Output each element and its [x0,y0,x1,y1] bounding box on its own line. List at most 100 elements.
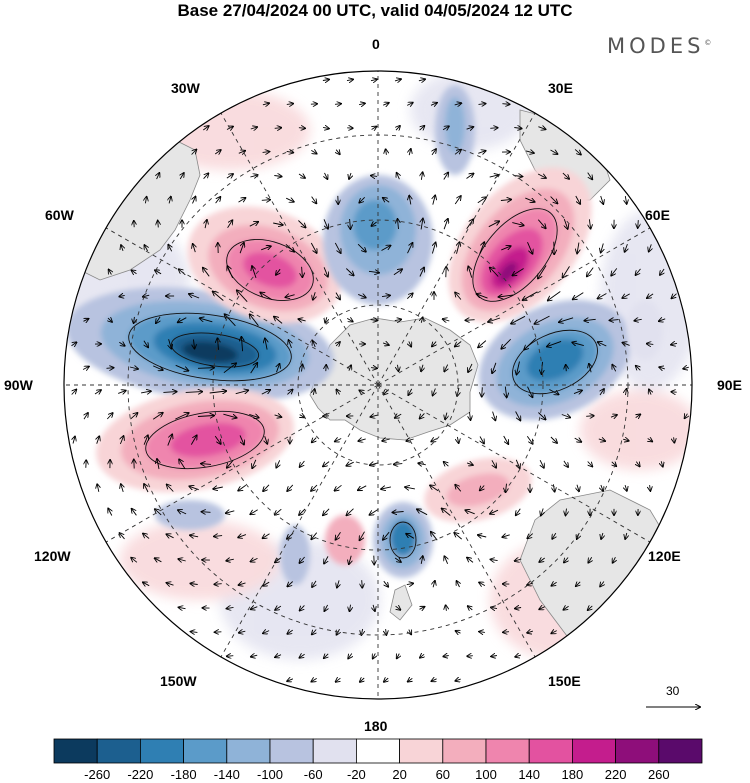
colorbar-swatch [269,738,314,764]
wind-arrow [610,320,619,321]
wind-arrow [636,414,641,417]
wind-arrow [310,242,316,253]
wind-arrow [499,295,514,297]
wind-arrow [552,532,556,539]
wind-arrow [287,532,294,539]
wind-arrow [262,103,269,105]
wind-arrow [623,439,629,441]
wind-arrow [600,389,604,396]
wind-arrow [335,484,342,490]
wind-arrow [397,173,400,180]
wind-arrow [431,679,437,681]
wind-arrow [598,342,607,347]
wind-arrow [466,127,474,129]
wind-arrow [573,390,582,393]
wind-arrow [505,386,506,398]
wind-arrow [260,293,272,300]
wind-arrow [523,291,538,300]
wind-arrow [323,127,329,128]
wind-arrow [489,175,499,177]
wind-arrow [239,243,244,254]
wind-arrow [490,128,497,129]
wind-arrow [324,654,328,658]
brand-logo: MODES© [607,34,711,58]
wind-arrow [577,484,579,492]
wind-arrow [71,342,77,345]
wind-arrow [157,459,159,470]
wind-arrow [525,197,534,202]
wind-arrow [144,340,148,348]
wind-arrow [302,365,303,372]
wind-arrow [197,368,214,369]
wind-arrow [466,463,473,465]
wind-arrow [647,344,654,345]
wind-arrow [442,509,451,516]
wind-arrow [468,266,471,278]
colorbar-swatch [399,738,444,764]
wind-arrow [553,484,554,491]
wind-arrow [155,509,162,516]
wind-arrow [286,151,294,152]
wind-arrow [574,149,581,154]
colorbar-tick-label: 60 [435,767,451,782]
wind-arrow [622,293,630,298]
wind-arrow [336,342,340,346]
wind-arrow [359,196,366,202]
wind-arrow [312,629,316,635]
wind-arrow [335,439,342,442]
wind-arrow [157,173,160,180]
wind-arrow [455,679,461,681]
wind-arrow [527,631,534,633]
wind-arrow [432,243,435,254]
wind-arrow [263,484,270,491]
wind-arrow [143,435,148,445]
wind-arrow [383,103,389,105]
wind-arrow [480,485,484,491]
wind-arrow [250,314,259,326]
wind-arrow [201,464,212,465]
wind-arrow [443,219,448,230]
wind-arrow [384,678,388,682]
wind-arrow [455,293,462,300]
wind-arrow [370,320,378,321]
wind-arrow [191,632,198,633]
wind-arrow [493,411,496,421]
wind-arrow [649,389,651,395]
wind-arrow [490,268,499,277]
colorbar-tick-label: 260 [647,767,670,782]
wind-arrow [501,246,510,251]
wind-arrow [251,655,258,657]
wind-arrow [287,630,293,634]
wind-arrow [432,342,436,347]
wind-arrow [480,436,484,444]
wind-arrow [130,413,138,420]
wind-arrow [634,319,642,320]
wind-arrow [466,219,474,229]
wind-arrow [203,268,210,277]
wind-arrow [517,361,520,375]
wind-arrow [588,557,591,562]
wind-arrow [368,271,379,272]
wind-arrow [420,126,425,130]
wind-arrow [238,198,246,202]
wind-arrow [540,459,544,468]
wind-arrow [574,438,582,442]
wind-arrow [406,439,414,441]
wind-arrow [432,149,436,156]
wind-arrow [650,485,651,491]
wind-arrow [381,295,390,296]
colorbar-swatch [183,738,228,764]
wind-arrow [336,390,339,395]
wind-arrow [120,436,123,445]
wind-arrow [298,174,305,178]
wind-arrow [109,270,112,275]
wind-arrow [190,584,198,585]
wind-arrow [535,315,550,324]
wind-arrow [527,386,533,398]
wind-arrow [488,317,501,322]
wind-arrow [547,340,562,346]
wind-arrow [514,128,521,129]
wind-arrow [551,631,557,634]
map-title: Base 27/04/2024 00 UTC, valid 04/05/2024… [177,1,573,20]
brand-mark: © [704,39,712,47]
